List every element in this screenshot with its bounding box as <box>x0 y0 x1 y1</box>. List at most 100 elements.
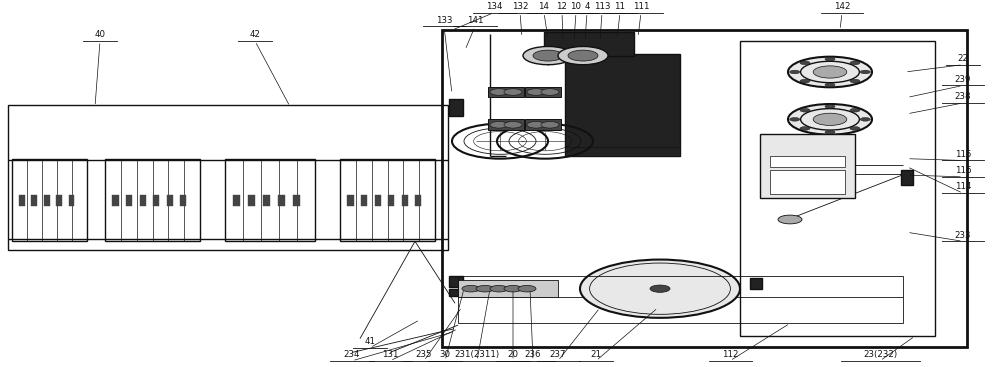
Circle shape <box>813 113 847 126</box>
Bar <box>140 195 146 206</box>
Circle shape <box>850 79 860 83</box>
Text: 142: 142 <box>834 2 850 11</box>
Circle shape <box>533 50 563 61</box>
Bar <box>458 280 558 297</box>
Text: 20: 20 <box>508 350 518 359</box>
Circle shape <box>518 286 536 292</box>
Circle shape <box>504 89 522 95</box>
Text: 237: 237 <box>550 350 566 359</box>
Bar <box>19 195 24 206</box>
Circle shape <box>788 104 872 135</box>
Bar <box>449 99 463 116</box>
Text: 112: 112 <box>722 350 738 359</box>
Bar <box>525 119 561 130</box>
Circle shape <box>825 83 835 87</box>
Circle shape <box>778 215 802 224</box>
Circle shape <box>490 121 508 128</box>
Text: 235: 235 <box>416 350 432 359</box>
Text: 11: 11 <box>614 2 626 11</box>
Bar <box>105 159 200 241</box>
Text: 131: 131 <box>382 350 398 359</box>
Circle shape <box>860 70 870 74</box>
Circle shape <box>800 127 810 130</box>
Bar <box>340 159 435 241</box>
Circle shape <box>527 89 545 95</box>
Text: 22: 22 <box>958 54 968 63</box>
Text: 21: 21 <box>590 350 602 359</box>
Circle shape <box>825 57 835 61</box>
Bar <box>901 170 913 185</box>
Bar <box>225 159 315 241</box>
Bar <box>544 32 634 55</box>
Bar <box>565 147 680 156</box>
Text: 41: 41 <box>364 337 376 346</box>
Circle shape <box>504 286 522 292</box>
Bar <box>458 276 903 323</box>
Text: 12: 12 <box>556 2 568 11</box>
Bar <box>347 195 354 206</box>
Bar <box>56 195 62 206</box>
Text: 133: 133 <box>436 16 452 25</box>
Text: 132: 132 <box>512 2 528 11</box>
Bar <box>525 87 561 98</box>
Circle shape <box>825 130 835 134</box>
Circle shape <box>490 286 508 292</box>
Bar <box>248 195 255 206</box>
Bar <box>750 278 762 289</box>
Circle shape <box>541 121 559 128</box>
Bar <box>488 87 524 98</box>
Circle shape <box>825 105 835 108</box>
Text: 114: 114 <box>955 182 971 192</box>
Text: 30: 30 <box>440 350 450 359</box>
Bar <box>180 195 186 206</box>
Circle shape <box>476 286 494 292</box>
Bar <box>388 195 394 206</box>
Bar <box>263 195 270 206</box>
Circle shape <box>813 66 847 78</box>
Circle shape <box>860 117 870 121</box>
Bar <box>361 195 367 206</box>
Circle shape <box>462 286 480 292</box>
Text: 239: 239 <box>955 75 971 84</box>
Circle shape <box>850 108 860 112</box>
Bar <box>126 195 132 206</box>
Bar <box>293 195 300 206</box>
Bar <box>488 119 524 130</box>
Text: 234: 234 <box>344 350 360 359</box>
Bar <box>415 195 421 206</box>
Circle shape <box>527 121 545 128</box>
Text: 233: 233 <box>955 230 971 240</box>
Bar <box>449 276 463 287</box>
Circle shape <box>800 79 810 83</box>
Bar <box>112 195 119 206</box>
Text: 14: 14 <box>538 2 550 11</box>
Bar <box>770 170 845 194</box>
Text: 231(2311): 231(2311) <box>454 350 500 359</box>
Text: 141: 141 <box>467 16 483 25</box>
Text: 238: 238 <box>955 92 971 101</box>
Bar <box>449 289 463 296</box>
Circle shape <box>490 89 508 95</box>
Bar <box>760 134 855 198</box>
Circle shape <box>850 127 860 130</box>
Bar <box>402 195 408 206</box>
Bar <box>12 159 87 241</box>
Bar <box>740 41 935 336</box>
Text: 4: 4 <box>584 2 590 11</box>
Bar <box>442 30 967 347</box>
Circle shape <box>541 89 559 95</box>
Text: 113: 113 <box>594 2 610 11</box>
Circle shape <box>788 57 872 87</box>
Bar <box>44 195 50 206</box>
Text: 134: 134 <box>486 2 502 11</box>
Bar <box>8 105 448 250</box>
Text: 236: 236 <box>525 350 541 359</box>
Text: 23(232): 23(232) <box>863 350 897 359</box>
Circle shape <box>523 47 573 65</box>
Bar <box>153 195 159 206</box>
Circle shape <box>650 285 670 292</box>
Text: 111: 111 <box>633 2 649 11</box>
Bar <box>565 54 680 156</box>
Circle shape <box>790 117 800 121</box>
Text: 10: 10 <box>570 2 582 11</box>
